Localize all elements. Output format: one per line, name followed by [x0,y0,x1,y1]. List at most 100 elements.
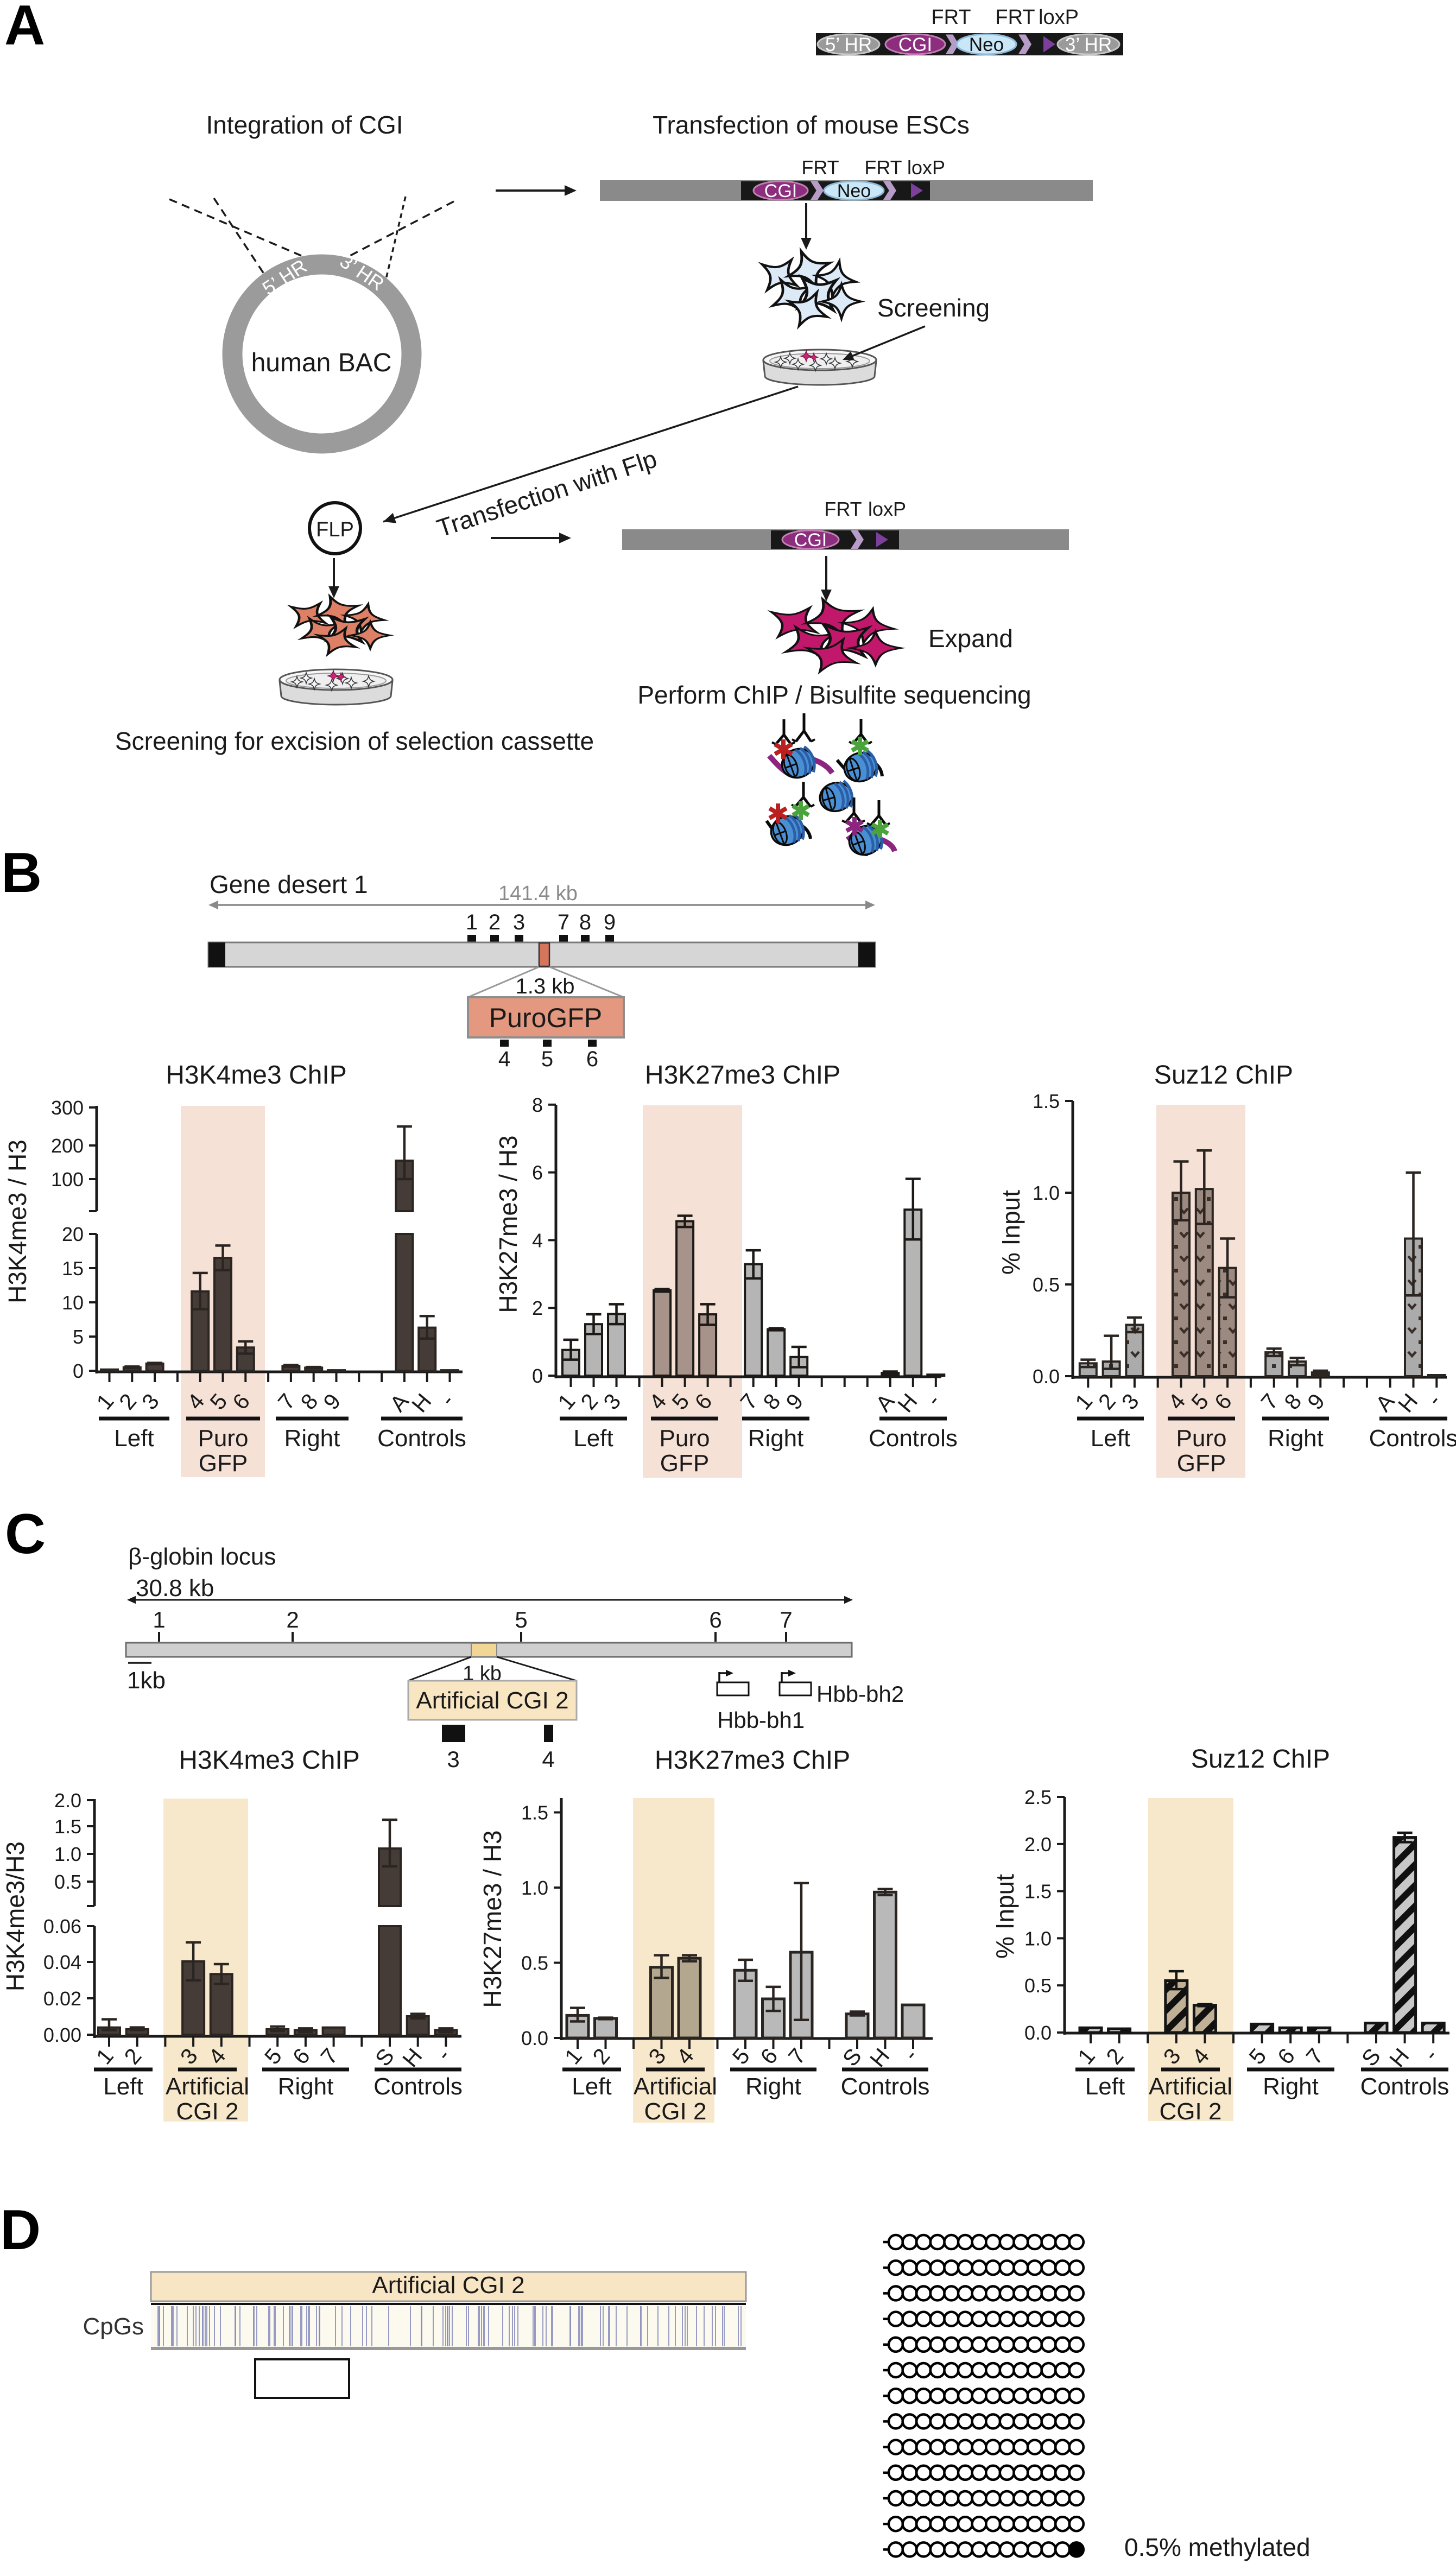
svg-text:141.4 kb: 141.4 kb [498,882,578,905]
svg-text:β-globin locus: β-globin locus [128,1543,276,1570]
svg-text:30.8 kb: 30.8 kb [136,1575,214,1601]
svg-text:5: 5 [73,1326,84,1348]
svg-text:CpGs: CpGs [83,2313,144,2340]
svg-text:Transfection of mouse ESCs: Transfection of mouse ESCs [653,111,970,139]
svg-text:loxP: loxP [868,498,906,520]
svg-text:Right: Right [278,2073,334,2100]
svg-text:Left: Left [573,1425,613,1452]
svg-text:FRT: FRT [801,156,839,179]
svg-text:8: 8 [532,1094,543,1116]
svg-text:Left: Left [1091,1425,1130,1452]
svg-text:0: 0 [532,1365,543,1387]
svg-text:Right: Right [748,1425,804,1452]
svg-text:3’ HR: 3’ HR [1065,34,1112,55]
svg-text:7: 7 [780,1607,792,1632]
svg-text:Integration of CGI: Integration of CGI [206,111,403,139]
svg-text:H3K27me3 ChIP: H3K27me3 ChIP [655,1746,850,1775]
svg-text:Puro: Puro [1176,1425,1227,1452]
svg-text:Left: Left [572,2073,611,2100]
svg-text:Screening: Screening [877,294,990,322]
svg-text:3: 3 [513,910,525,934]
svg-text:Artificial: Artificial [166,2073,249,2100]
svg-text:8: 8 [579,910,591,934]
svg-text:2: 2 [489,910,501,934]
svg-text:0.0: 0.0 [1024,2022,1052,2044]
svg-text:Left: Left [114,1425,154,1452]
svg-text:Suz12 ChIP: Suz12 ChIP [1154,1061,1293,1090]
svg-text:0: 0 [73,1360,84,1382]
svg-text:2.0: 2.0 [54,1789,81,1812]
svg-text:2.5: 2.5 [1024,1786,1052,1808]
svg-text:2: 2 [532,1297,543,1319]
svg-text:FRT: FRT [931,6,971,29]
svg-text:Left: Left [103,2073,143,2100]
svg-text:Suz12 ChIP: Suz12 ChIP [1191,1745,1330,1774]
svg-text:Controls: Controls [841,2073,930,2100]
svg-text:1.0: 1.0 [521,1877,548,1899]
svg-text:H3K27me3 ChIP: H3K27me3 ChIP [645,1061,840,1090]
svg-text:9: 9 [604,910,616,934]
svg-text:CGI 2: CGI 2 [176,2098,239,2125]
svg-text:D: D [0,2199,41,2262]
svg-text:0.02: 0.02 [43,1987,81,2010]
svg-text:1.5: 1.5 [1033,1090,1060,1112]
svg-text:0.06: 0.06 [43,1915,81,1938]
svg-text:Gene desert 1: Gene desert 1 [210,870,368,898]
svg-text:5: 5 [515,1607,527,1632]
svg-text:15: 15 [62,1257,84,1280]
svg-text:0.00: 0.00 [43,2024,81,2046]
svg-text:Right: Right [745,2073,801,2100]
svg-text:H3K4me3 / H3: H3K4me3 / H3 [3,1139,31,1303]
svg-text:FRT: FRT [824,498,862,520]
svg-text:Hbb-bh2: Hbb-bh2 [816,1681,904,1707]
svg-text:CGI: CGI [898,34,932,55]
svg-text:C: C [5,1503,46,1566]
svg-text:Puro: Puro [198,1425,249,1452]
svg-text:Right: Right [284,1425,340,1452]
svg-text:1: 1 [466,910,478,934]
svg-text:CGI: CGI [764,181,797,201]
svg-text:Perform ChIP / Bisulfite seque: Perform ChIP / Bisulfite sequencing [637,681,1031,709]
svg-text:300: 300 [51,1097,84,1119]
svg-text:human BAC: human BAC [251,349,392,377]
svg-text:Puro: Puro [660,1425,710,1452]
svg-text:Controls: Controls [1369,1425,1456,1452]
svg-text:FLP: FLP [316,518,354,541]
svg-text:FRT: FRT [864,156,902,179]
svg-text:0.5: 0.5 [1033,1274,1060,1296]
svg-text:GFP: GFP [199,1450,248,1477]
svg-text:0.5: 0.5 [54,1871,81,1893]
svg-text:4: 4 [542,1746,554,1772]
svg-text:0.5: 0.5 [521,1952,548,1974]
svg-text:1.5: 1.5 [521,1802,548,1824]
svg-text:200: 200 [51,1135,84,1157]
svg-text:1: 1 [153,1607,165,1632]
svg-text:GFP: GFP [660,1450,709,1477]
svg-text:4: 4 [498,1047,510,1071]
svg-text:PuroGFP: PuroGFP [489,1003,602,1033]
svg-text:loxP: loxP [1039,6,1079,29]
svg-text:GFP: GFP [1177,1450,1226,1477]
svg-text:Screening for excision of sele: Screening for excision of selection cass… [115,727,594,755]
svg-text:Artificial CGI 2: Artificial CGI 2 [372,2272,524,2299]
svg-text:2.0: 2.0 [1024,1833,1052,1856]
svg-text:CGI 2: CGI 2 [644,2098,707,2125]
svg-text:1.5: 1.5 [1024,1881,1052,1903]
svg-text:Artificial: Artificial [634,2073,717,2100]
svg-text:Controls: Controls [377,1425,466,1452]
svg-text:1.5: 1.5 [54,1815,81,1838]
svg-text:CGI 2: CGI 2 [1160,2098,1222,2125]
svg-text:7: 7 [558,910,569,934]
svg-text:100: 100 [51,1168,84,1191]
svg-text:H3K27me3 / H3: H3K27me3 / H3 [478,1830,507,2008]
svg-text:Artificial CGI 2: Artificial CGI 2 [416,1687,568,1714]
svg-text:Controls: Controls [374,2073,463,2100]
svg-text:% Input: % Input [991,1874,1019,1959]
svg-text:1.0: 1.0 [1033,1182,1060,1204]
svg-text:Artificial: Artificial [1149,2073,1232,2100]
svg-text:0.04: 0.04 [43,1951,81,1973]
svg-text:1.0: 1.0 [1024,1927,1052,1949]
svg-text:CGI: CGI [794,530,827,550]
svg-text:0.5: 0.5 [1024,1974,1052,1997]
svg-text:loxP: loxP [907,156,945,179]
